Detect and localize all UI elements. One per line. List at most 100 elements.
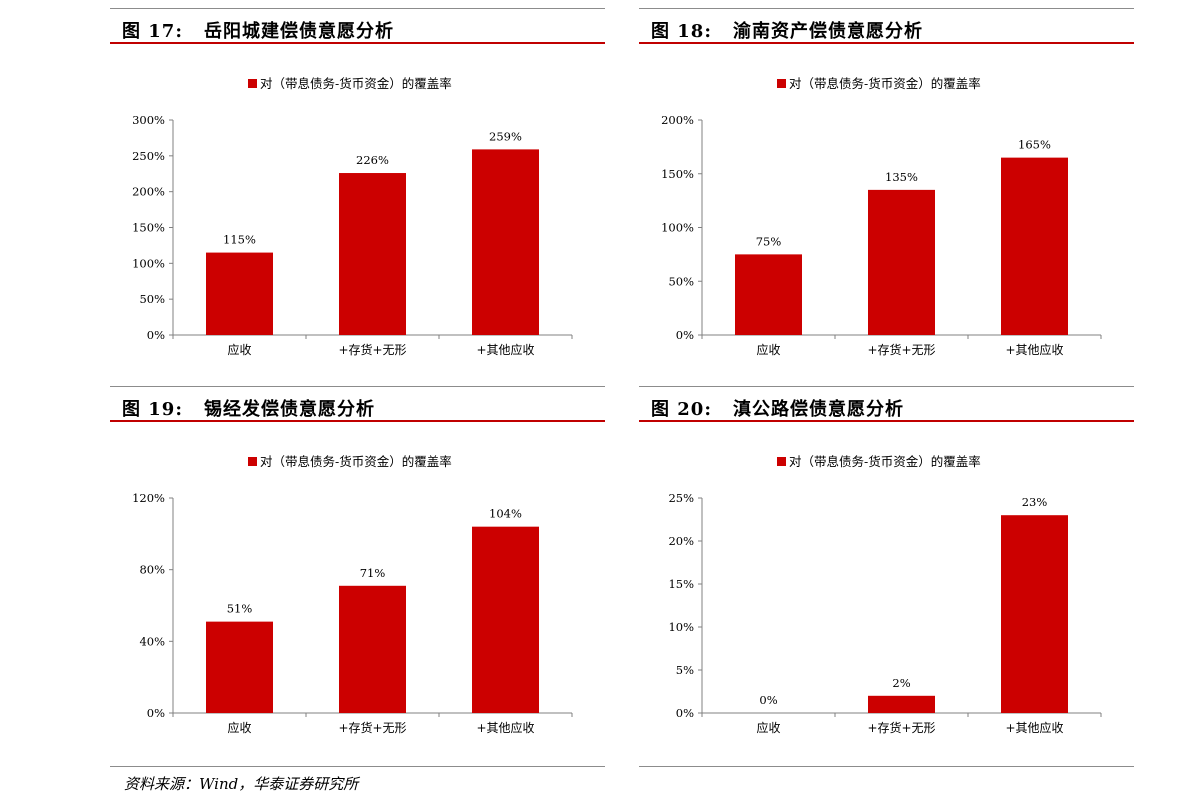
data-label: 259% [489, 129, 522, 143]
x-tick-label: +存货+无形 [867, 342, 935, 357]
panel-top-rule [110, 386, 605, 387]
y-tick-label: 100% [132, 256, 165, 270]
legend-label: 对（带息债务-货币资金）的覆盖率 [789, 76, 981, 91]
y-tick-label: 150% [661, 167, 694, 181]
x-tick-label: +其他应收 [1005, 720, 1063, 735]
data-label: 75% [756, 234, 782, 248]
panel-top-rule [110, 8, 605, 9]
legend: 对（带息债务-货币资金）的覆盖率 [248, 454, 452, 469]
chart-panel-2: 图 18: 渝南资产偿债意愿分析 对（带息债务-货币资金）的覆盖率 0% 50% 100… [639, 8, 1134, 383]
y-tick-label: 25% [668, 491, 694, 505]
x-tick-label: 应收 [756, 342, 780, 357]
bar [1001, 515, 1068, 713]
figure-title: 渝南资产偿债意愿分析 [733, 21, 923, 42]
data-label: 71% [360, 566, 386, 580]
panel-title-rule [639, 420, 1134, 422]
chart-panel-1: 图 17: 岳阳城建偿债意愿分析 对（带息债务-货币资金）的覆盖率 0% 50% 100… [110, 8, 605, 383]
x-tick-label: +存货+无形 [867, 720, 935, 735]
panel-top-rule [639, 386, 1134, 387]
y-tick-label: 50% [668, 274, 694, 288]
bar [339, 585, 406, 713]
x-tick-label: +存货+无形 [338, 342, 406, 357]
x-tick-label: +其他应收 [1005, 342, 1063, 357]
figure-number: 图 17: [122, 21, 183, 42]
chart-panel-3: 图 19: 锡经发偿债意愿分析 对（带息债务-货币资金）的覆盖率 0% 40% 80% 1… [110, 386, 605, 761]
y-tick-label: 5% [676, 663, 694, 677]
chart-panel-4: 图 20: 滇公路偿债意愿分析 对（带息债务-货币资金）的覆盖率 0% 5% 10% 15… [639, 386, 1134, 761]
y-tick-label: 80% [139, 563, 165, 577]
figure-number: 图 19: [122, 399, 183, 420]
legend-swatch [248, 457, 257, 466]
bar [206, 621, 273, 713]
y-tick-label: 0% [147, 706, 165, 720]
legend-label: 对（带息债务-货币资金）的覆盖率 [260, 454, 452, 469]
data-label: 165% [1018, 138, 1051, 152]
legend-swatch [248, 79, 257, 88]
bar [868, 189, 935, 335]
footer-rule [110, 766, 605, 767]
bar [206, 252, 273, 335]
data-label: 135% [885, 170, 918, 184]
panel-title: 图 19: 锡经发偿债意愿分析 [122, 395, 375, 421]
y-tick-label: 200% [132, 185, 165, 199]
legend-label: 对（带息债务-货币资金）的覆盖率 [260, 76, 452, 91]
y-tick-label: 10% [668, 620, 694, 634]
panel-title: 图 17: 岳阳城建偿债意愿分析 [122, 17, 394, 43]
y-tick-label: 50% [139, 292, 165, 306]
panel-title-rule [110, 420, 605, 422]
bar [735, 254, 802, 335]
y-tick-label: 100% [661, 221, 694, 235]
bar-chart: 对（带息债务-货币资金）的覆盖率 0% 50% 100% 150% 200% 75% 应收 13… [661, 76, 1102, 357]
y-tick-label: 300% [132, 113, 165, 127]
y-tick-label: 0% [676, 328, 694, 342]
legend-swatch [777, 79, 786, 88]
x-tick-label: +其他应收 [476, 342, 534, 357]
bar-chart: 对（带息债务-货币资金）的覆盖率 0% 40% 80% 120% 51% 应收 71% +存货+… [132, 454, 573, 735]
bar [339, 173, 406, 335]
x-tick-label: 应收 [227, 720, 251, 735]
legend-label: 对（带息债务-货币资金）的覆盖率 [789, 454, 981, 469]
y-tick-label: 120% [132, 491, 165, 505]
x-tick-label: 应收 [756, 720, 780, 735]
x-tick-label: +其他应收 [476, 720, 534, 735]
figure-title: 锡经发偿债意愿分析 [204, 399, 375, 420]
figure-title: 岳阳城建偿债意愿分析 [204, 21, 394, 42]
bar [472, 526, 539, 713]
legend: 对（带息债务-货币资金）的覆盖率 [777, 76, 981, 91]
y-tick-label: 200% [661, 113, 694, 127]
footer-rule [639, 766, 1134, 767]
panel-title: 图 20: 滇公路偿债意愿分析 [651, 395, 904, 421]
panel-top-rule [639, 8, 1134, 9]
panel-title-rule [639, 42, 1134, 44]
panel-title: 图 18: 渝南资产偿债意愿分析 [651, 17, 923, 43]
y-tick-label: 0% [147, 328, 165, 342]
y-tick-label: 250% [132, 149, 165, 163]
bar-chart: 对（带息债务-货币资金）的覆盖率 0% 50% 100% 150% 200% 250% 300… [132, 76, 573, 357]
x-tick-label: +存货+无形 [338, 720, 406, 735]
data-label: 0% [759, 693, 777, 707]
panel-title-rule [110, 42, 605, 44]
source-note: 资料来源：Wind，华泰证券研究所 [124, 775, 359, 793]
data-label: 104% [489, 507, 522, 521]
data-label: 51% [227, 602, 253, 616]
y-tick-label: 150% [132, 221, 165, 235]
legend: 对（带息债务-货币资金）的覆盖率 [248, 76, 452, 91]
y-tick-label: 15% [668, 577, 694, 591]
figure-title: 滇公路偿债意愿分析 [733, 399, 904, 420]
bar-chart: 对（带息债务-货币资金）的覆盖率 0% 5% 10% 15% 20% 25% 0% 应收 2% +存… [668, 454, 1102, 735]
data-label: 115% [223, 233, 256, 247]
y-tick-label: 0% [676, 706, 694, 720]
legend: 对（带息债务-货币资金）的覆盖率 [777, 454, 981, 469]
y-tick-label: 20% [668, 534, 694, 548]
bar [1001, 157, 1068, 335]
figure-number: 图 18: [651, 21, 712, 42]
figure-number: 图 20: [651, 399, 712, 420]
bar [868, 695, 935, 713]
legend-swatch [777, 457, 786, 466]
data-label: 2% [892, 676, 910, 690]
data-label: 23% [1022, 495, 1048, 509]
data-label: 226% [356, 153, 389, 167]
bar [472, 149, 539, 335]
x-tick-label: 应收 [227, 342, 251, 357]
y-tick-label: 40% [139, 634, 165, 648]
